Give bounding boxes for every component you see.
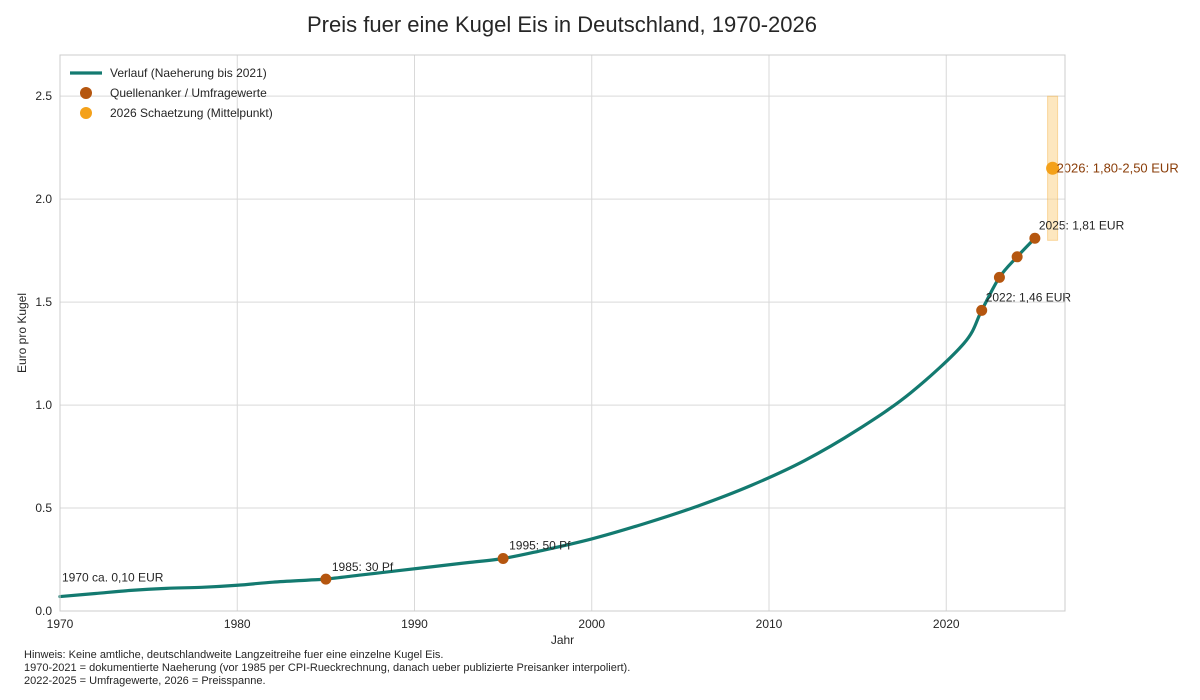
legend-entry: Quellenanker / Umfragewerte: [110, 86, 267, 100]
legend-swatch-marker: [80, 107, 92, 119]
footer-line-3: 2022-2025 = Umfragewerte, 2026 = Preissp…: [24, 675, 266, 687]
point-layer: [320, 161, 1060, 585]
y-tick-label: 2.0: [35, 192, 52, 206]
y-tick-label: 1.0: [35, 398, 52, 412]
x-tick-label: 2000: [578, 617, 605, 631]
y-tick-label: 0.5: [35, 501, 52, 515]
anchor-point: [1029, 232, 1041, 244]
annotation-label: 1995: 50 Pf: [509, 538, 571, 552]
annotation-label: 1970 ca. 0,10 EUR: [62, 570, 164, 584]
chart-title: Preis fuer eine Kugel Eis in Deutschland…: [307, 12, 817, 37]
legend-entry: 2026 Schaetzung (Mittelpunkt): [110, 106, 273, 120]
x-tick-label: 1970: [47, 617, 74, 631]
legend-entry: Verlauf (Naeherung bis 2021): [110, 66, 267, 80]
plot-area: [60, 55, 1065, 611]
y-tick-label: 2.5: [35, 89, 52, 103]
anchor-point: [1011, 251, 1023, 263]
legend-swatch-marker: [80, 87, 92, 99]
x-tick-label: 1980: [224, 617, 251, 631]
anchor-point: [497, 552, 509, 564]
anchor-point: [993, 271, 1005, 283]
annotation-layer: 1970 ca. 0,10 EUR 1985: 30 Pf 1995: 50 Pf 2…: [62, 160, 1179, 584]
y-tick-label: 0.0: [35, 604, 52, 618]
grid: [59, 55, 1065, 612]
legend: Verlauf (Naeherung bis 2021) Quellenanker…: [70, 66, 273, 120]
estimate-point: [1046, 161, 1060, 175]
x-tick-label: 2010: [756, 617, 783, 631]
footer-notes: Hinweis: Keine amtliche, deutschlandweit…: [24, 649, 630, 688]
y-tick-label: 1.5: [35, 295, 52, 309]
x-tick-label: 2020: [933, 617, 960, 631]
annotation-label: 2026: 1,80-2,50 EUR: [1057, 160, 1179, 175]
x-tick-label: 1990: [401, 617, 428, 631]
y-axis-label: Euro pro Kugel: [15, 293, 29, 373]
anchor-point: [976, 304, 988, 316]
footer-line-1: Hinweis: Keine amtliche, deutschlandweit…: [24, 649, 444, 661]
annotation-label: 2022: 1,46 EUR: [986, 290, 1072, 304]
anchor-point: [320, 573, 332, 585]
plot-frame: [59, 54, 1066, 612]
axes: 1970 1980 1990 2000 2010 2020 0.0 0.5 1.0 1.5 2.0 2…: [15, 54, 1066, 647]
x-axis-label: Jahr: [551, 633, 574, 647]
annotation-label: 1985: 30 Pf: [332, 560, 394, 574]
footer-line-2: 1970-2021 = dokumentierte Naeherung (vor…: [24, 662, 631, 674]
annotation-label: 2025: 1,81 EUR: [1039, 218, 1125, 232]
